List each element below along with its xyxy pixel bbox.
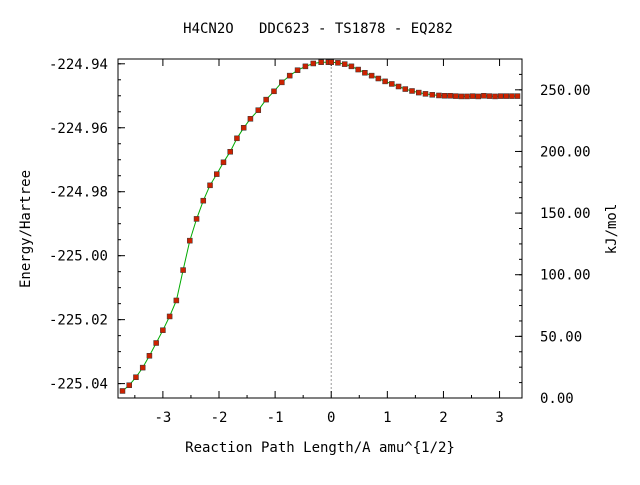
x-axis-title: Reaction Path Length/A amu^{1/2} — [185, 440, 455, 456]
data-point — [200, 197, 207, 204]
y2-tick-label: 0.00 — [540, 391, 574, 407]
data-point — [263, 96, 269, 103]
y-tick-label: -225.02 — [49, 313, 108, 329]
data-point — [429, 92, 435, 98]
data-point — [447, 93, 453, 99]
x-tick-label: 3 — [495, 410, 503, 426]
data-point — [240, 125, 247, 131]
data-point — [328, 59, 334, 65]
data-point — [469, 93, 476, 99]
data-point — [310, 60, 317, 67]
y2-axis-title: kJ/mol — [604, 204, 620, 255]
data-point — [234, 135, 240, 142]
y-tick-label: -225.04 — [49, 377, 108, 393]
y-tick-label: -224.94 — [49, 57, 108, 73]
data-point — [416, 89, 422, 96]
data-point — [160, 327, 166, 333]
data-point — [389, 81, 395, 87]
data-point — [220, 159, 227, 166]
data-point — [492, 93, 498, 100]
data-point — [146, 353, 153, 359]
y2-tick-label: 200.00 — [540, 144, 591, 160]
data-point — [294, 67, 301, 73]
data-point — [255, 107, 262, 113]
data-point — [133, 374, 139, 380]
data-point — [207, 182, 213, 189]
y-tick-label: -224.98 — [49, 185, 108, 201]
data-point — [247, 116, 254, 122]
x-tick-label: -3 — [154, 410, 171, 426]
data-point — [302, 63, 309, 70]
data-point — [497, 93, 504, 99]
chart-title: H4CN2O DDC623 - TS1878 - EQ282 — [183, 21, 453, 37]
data-point — [139, 364, 146, 371]
y-tick-label: -224.96 — [49, 121, 108, 137]
data-point — [475, 93, 481, 100]
data-point — [514, 93, 521, 99]
data-point — [486, 93, 493, 99]
data-point — [458, 93, 465, 100]
data-point — [193, 216, 200, 222]
x-tick-label: 0 — [327, 410, 335, 426]
data-point — [187, 237, 193, 244]
y-axis-title: Energy/Hartree — [18, 170, 34, 288]
data-point — [227, 148, 233, 155]
x-tick-label: 2 — [439, 410, 447, 426]
series-line — [122, 61, 518, 392]
data-point — [119, 388, 126, 394]
data-point — [180, 267, 186, 273]
y2-tick-label: 50.00 — [540, 329, 582, 345]
x-tick-label: 1 — [383, 410, 391, 426]
data-point — [153, 340, 159, 346]
y2-tick-label: 250.00 — [540, 83, 591, 99]
data-point — [395, 83, 402, 90]
data-point — [382, 78, 388, 85]
data-point — [503, 93, 510, 99]
data-point — [481, 93, 487, 99]
data-point — [453, 93, 459, 99]
data-point — [441, 93, 448, 99]
data-point — [464, 93, 470, 100]
y-tick-label: -225.00 — [49, 249, 108, 265]
data-point — [509, 93, 515, 99]
data-point — [355, 66, 361, 73]
data-point — [279, 79, 285, 86]
data-point — [214, 171, 220, 177]
data-point — [318, 59, 324, 65]
data-point — [436, 92, 442, 99]
data-point — [362, 70, 368, 76]
data-point — [166, 313, 173, 320]
plot-frame — [117, 58, 523, 399]
data-point — [341, 61, 348, 67]
data-point — [348, 63, 355, 70]
y2-tick-label: 150.00 — [540, 206, 591, 222]
data-point — [335, 60, 341, 66]
x-tick-label: -2 — [211, 410, 228, 426]
data-point — [402, 86, 409, 92]
data-point — [409, 88, 415, 94]
data-point — [368, 72, 375, 79]
data-point — [375, 75, 382, 82]
data-point — [286, 72, 293, 79]
data-point — [422, 91, 429, 97]
data-point — [173, 297, 180, 304]
data-point — [271, 88, 277, 95]
x-tick-label: -1 — [267, 410, 284, 426]
data-point — [126, 382, 132, 388]
y2-tick-label: 100.00 — [540, 268, 591, 284]
